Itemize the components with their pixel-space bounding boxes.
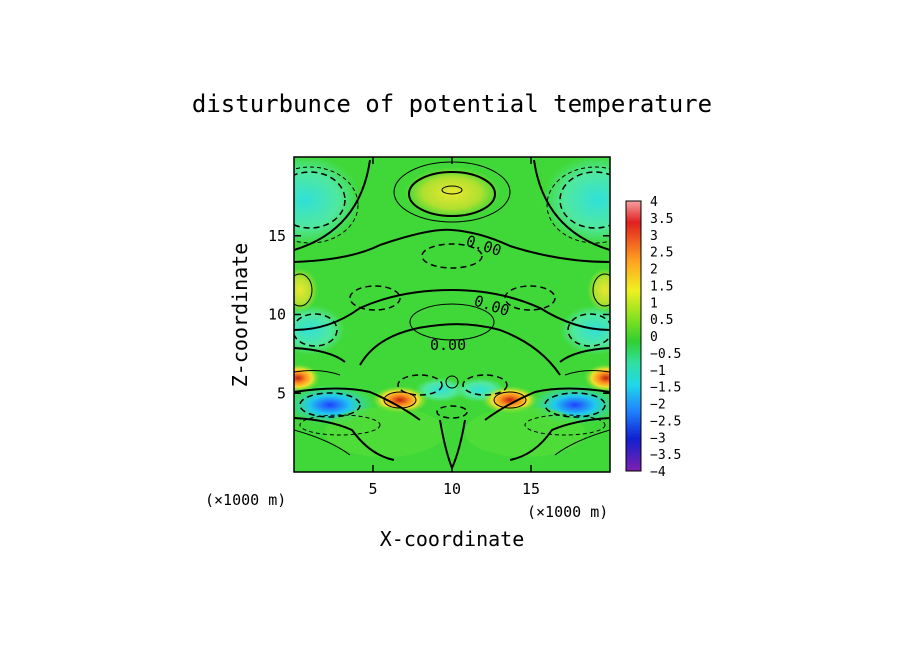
colorbar-tick-label: 1.5 <box>650 279 673 294</box>
plot-area <box>294 157 610 472</box>
colorbar-tick-label: 1 <box>650 296 658 311</box>
y-tick-label: 5 <box>277 384 286 402</box>
z-unit-label: (×1000 m) <box>205 491 286 509</box>
colorbar-tick-label: −1 <box>650 364 666 379</box>
colorbar-tick-label: 3.5 <box>650 212 673 227</box>
x-axis-tick-labels: 5 10 15 <box>368 480 540 498</box>
x-tick-label: 15 <box>522 480 540 498</box>
colorbar-tick-label: −2.5 <box>650 414 681 429</box>
colorbar-tick-label: 0.5 <box>650 313 673 328</box>
colorbar-tick-label: −3 <box>650 431 666 446</box>
y-tick-label: 15 <box>268 227 286 245</box>
colorbar-tick-labels: 4 3.5 3 2.5 21.5 1 0.5 0 −0.5 −1 −1.5 −2−2.5 −3 −3.5 −… <box>650 195 681 480</box>
x-axis-title: X-coordinate <box>380 527 525 551</box>
x-unit-label: (×1000 m) <box>527 503 608 521</box>
y-tick-label: 10 <box>268 306 286 324</box>
colorbar-tick-label: −1.5 <box>650 381 681 396</box>
colorbar <box>625 200 642 472</box>
contour-label: 0.00 <box>430 336 466 354</box>
colorbar-tick-label: 2 <box>650 263 658 278</box>
colorbar-tick-label: −3.5 <box>650 448 681 463</box>
x-tick-label: 5 <box>368 480 377 498</box>
colorbar-tick-label: 2.5 <box>650 246 673 261</box>
y-axis-title: Z-coordinate <box>228 243 252 388</box>
colorbar-tick-label: −2 <box>650 398 666 413</box>
colorbar-tick-label: 4 <box>650 195 658 210</box>
colorbar-tick-label: 3 <box>650 229 658 244</box>
plot-frame <box>293 156 611 473</box>
chart-title: disturbunce of potential temperature <box>192 90 712 118</box>
x-tick-label: 10 <box>443 480 461 498</box>
colorbar-tick-label: −0.5 <box>650 347 681 362</box>
colorbar-tick-label: 0 <box>650 330 658 345</box>
colorbar-tick-label: −4 <box>650 465 666 480</box>
y-axis-tick-labels: 5 10 15 <box>268 227 286 403</box>
